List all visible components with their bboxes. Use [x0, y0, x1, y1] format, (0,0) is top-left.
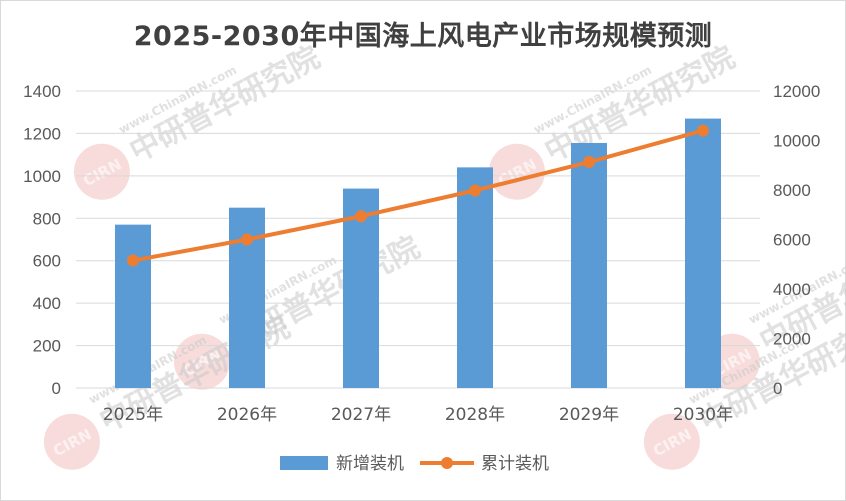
line-point	[127, 254, 139, 267]
legend-swatch-marker	[441, 457, 453, 469]
bar	[571, 142, 607, 388]
category-label: 2030年	[673, 405, 733, 425]
right-tick-label: 6000	[773, 231, 811, 250]
left-y-axis: 0 200 400 600 800 1000 1200 1400	[23, 82, 61, 398]
category-label: 2025年	[103, 405, 163, 425]
line-point	[469, 184, 481, 197]
chart-title: 2025-2030年中国海上风电产业市场规模预测	[133, 21, 713, 52]
category-label: 2028年	[445, 405, 505, 425]
left-tick-label: 1000	[23, 167, 61, 186]
line-point	[241, 233, 253, 246]
x-axis: 2025年 2026年 2027年 2028年 2029年 2030年	[103, 405, 733, 425]
legend-label: 累计装机	[481, 454, 549, 474]
left-tick-label: 0	[52, 379, 61, 398]
left-tick-label: 800	[33, 209, 61, 228]
right-tick-label: 8000	[773, 181, 811, 200]
category-label: 2026年	[217, 405, 277, 425]
bar	[457, 167, 493, 388]
bar	[115, 224, 151, 388]
watermark-logo	[43, 413, 100, 470]
left-tick-label: 1200	[23, 124, 61, 143]
right-tick-label: 4000	[773, 280, 811, 299]
legend: 新增装机 累计装机	[280, 454, 549, 474]
series-line	[132, 128, 704, 263]
gridlines	[76, 90, 760, 389]
right-tick-label: 12000	[773, 82, 820, 101]
line-series	[127, 124, 709, 267]
right-tick-label: 0	[773, 379, 782, 398]
line-point	[583, 156, 595, 169]
watermark-logo	[643, 413, 700, 470]
category-label: 2027年	[331, 405, 391, 425]
line-point	[697, 124, 709, 137]
right-tick-label: 10000	[773, 132, 820, 151]
left-tick-label: 400	[33, 294, 61, 313]
right-y-axis: 0 2000 4000 6000 8000 10000 12000	[773, 82, 820, 398]
right-tick-label: 2000	[773, 330, 811, 349]
category-label: 2029年	[559, 405, 619, 425]
watermark-logo	[488, 143, 545, 200]
left-tick-label: 600	[33, 252, 61, 271]
legend-label: 新增装机	[336, 454, 404, 474]
legend-swatch-bar	[280, 456, 328, 470]
watermark-logo	[73, 143, 130, 200]
line-point	[355, 210, 367, 223]
left-tick-label: 1400	[23, 82, 61, 101]
left-tick-label: 200	[33, 337, 61, 356]
watermark-logo	[173, 333, 230, 390]
bar	[685, 118, 721, 388]
